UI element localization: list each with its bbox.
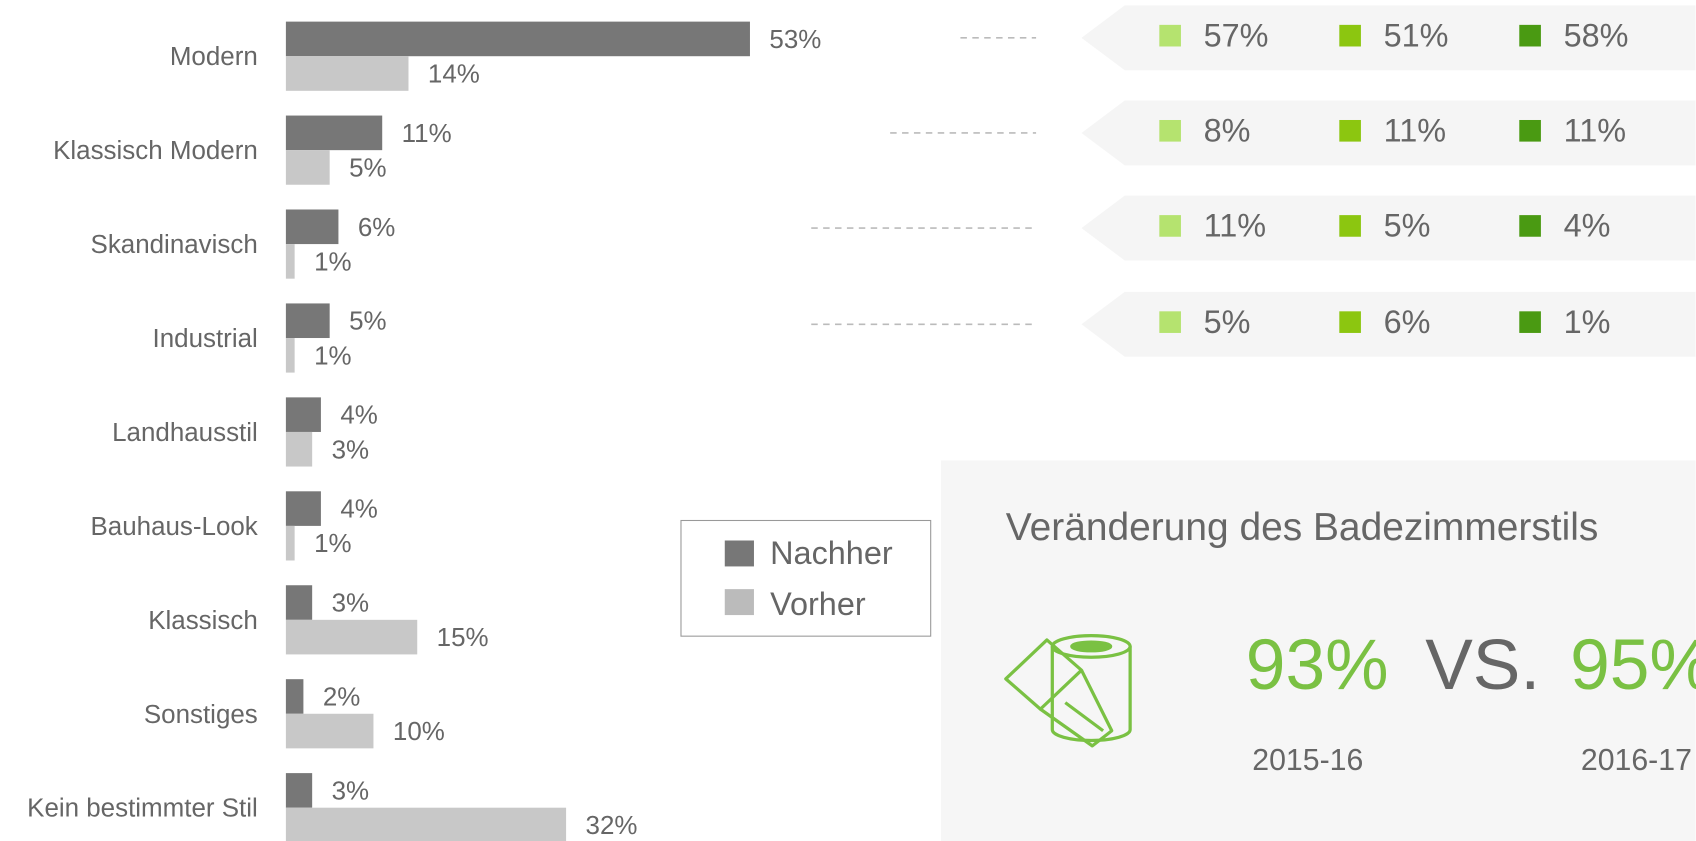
color-swatch	[1159, 24, 1181, 47]
legend-swatch	[724, 540, 754, 567]
bar	[285, 431, 313, 467]
bar	[285, 397, 321, 432]
value-label: 3%	[332, 590, 370, 618]
color-swatch	[1339, 24, 1361, 47]
bar	[285, 585, 313, 620]
bar	[285, 619, 418, 655]
value-label: 4%	[340, 402, 378, 430]
row-value: 8%	[1204, 113, 1251, 149]
row-value: 58%	[1564, 17, 1629, 53]
toilet-paper-icon	[1004, 633, 1132, 748]
color-swatch	[1159, 311, 1181, 333]
value-label: 11%	[402, 120, 452, 148]
legend-label: Vorher	[770, 586, 866, 622]
value-label: 53%	[769, 26, 821, 54]
value-label: 10%	[393, 718, 445, 746]
left-period: 2015-16	[1252, 744, 1363, 777]
row-value: 51%	[1384, 17, 1449, 53]
color-swatch	[1519, 215, 1541, 237]
bar	[285, 713, 374, 749]
category-label: Landhausstil	[112, 419, 258, 447]
bar	[285, 115, 383, 151]
row-value: 57%	[1204, 17, 1269, 53]
row-value: 11%	[1384, 113, 1446, 149]
value-label: 5%	[349, 308, 387, 336]
row-value: 5%	[1384, 208, 1431, 244]
row-value: 1%	[1564, 304, 1611, 340]
value-label: 15%	[437, 624, 489, 652]
color-swatch	[1159, 119, 1181, 142]
value-label: 32%	[586, 812, 638, 840]
value-label: 4%	[340, 496, 378, 524]
value-label: 1%	[314, 530, 352, 558]
left-value: 93%	[1246, 625, 1389, 705]
bar	[285, 56, 409, 91]
value-label: 2%	[323, 683, 361, 711]
color-swatch	[1519, 119, 1541, 142]
value-label: 3%	[332, 777, 370, 805]
row-value: 11%	[1564, 113, 1626, 149]
color-swatch	[1339, 215, 1361, 237]
row-value: 5%	[1204, 304, 1251, 340]
color-swatch	[1339, 311, 1361, 333]
category-label: Modern	[170, 43, 258, 71]
category-label: Skandinavisch	[91, 231, 258, 259]
category-label: Bauhaus-Look	[91, 513, 258, 541]
row-value: 11%	[1204, 208, 1266, 244]
bar	[285, 21, 750, 57]
category-label: Klassisch	[148, 607, 258, 635]
bar	[285, 807, 567, 841]
legend-label: Nachher	[770, 535, 893, 571]
row-banner	[1081, 291, 1696, 357]
value-label: 1%	[314, 248, 352, 276]
row-banner	[1081, 5, 1696, 71]
category-label: Klassisch Modern	[53, 137, 258, 165]
right-period: 2016-17	[1581, 744, 1692, 777]
row-value: 4%	[1564, 208, 1611, 244]
color-swatch	[1519, 311, 1541, 333]
category-label: Kein bestimmter Stil	[27, 795, 258, 823]
color-swatch	[1339, 119, 1361, 142]
row-value: 6%	[1384, 304, 1431, 340]
row-banner	[1081, 195, 1696, 261]
bar	[285, 303, 330, 339]
panel-title: Veränderung des Badezimmerstils	[1006, 506, 1599, 549]
right-value: 95%	[1570, 625, 1696, 705]
legend-box	[680, 519, 932, 637]
legend-swatch	[724, 589, 754, 616]
bar	[285, 209, 339, 245]
bar	[285, 150, 330, 185]
value-label: 6%	[358, 214, 396, 242]
bar	[285, 525, 295, 561]
row-banner	[1081, 100, 1696, 166]
bar	[285, 491, 321, 526]
color-swatch	[1519, 24, 1541, 47]
value-label: 5%	[349, 154, 387, 182]
value-label: 1%	[314, 342, 352, 370]
value-label: 3%	[332, 436, 370, 464]
color-swatch	[1159, 215, 1181, 237]
bar	[285, 679, 304, 714]
summary-panel	[940, 460, 1696, 841]
bar	[285, 338, 295, 373]
category-label: Sonstiges	[144, 701, 258, 729]
bar	[285, 773, 313, 808]
vs: VS.	[1425, 625, 1540, 705]
value-label: 14%	[428, 61, 480, 89]
bar	[285, 244, 295, 279]
category-label: Industrial	[153, 325, 258, 353]
